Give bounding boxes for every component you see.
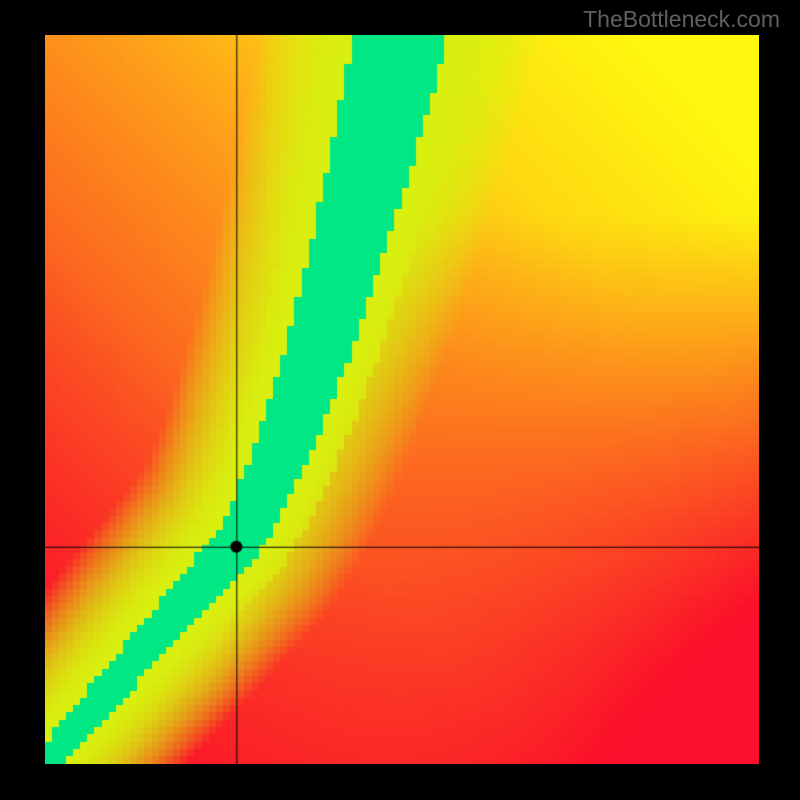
chart-container: TheBottleneck.com — [0, 0, 800, 800]
bottleneck-heatmap — [45, 35, 759, 764]
watermark-text: TheBottleneck.com — [583, 6, 780, 33]
